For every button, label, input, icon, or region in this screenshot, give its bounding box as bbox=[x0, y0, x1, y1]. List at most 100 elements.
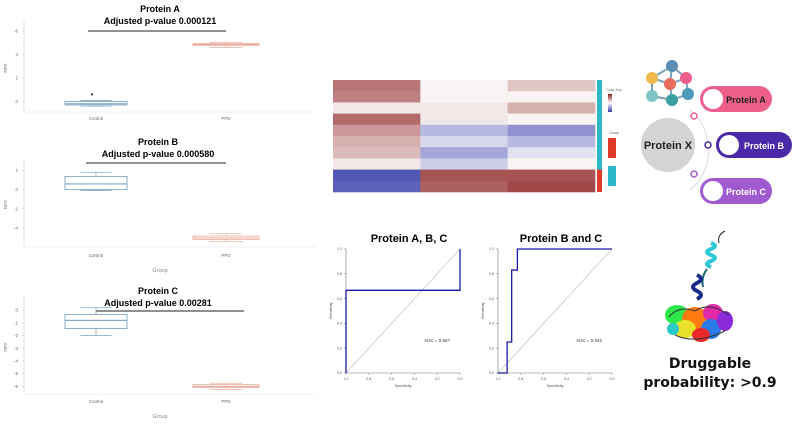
heatmap-cell bbox=[420, 147, 508, 159]
x-tick-label: Control bbox=[89, 253, 104, 258]
y-tick-label: -2 bbox=[14, 333, 18, 338]
x-tick-label: PPD bbox=[221, 399, 231, 404]
roc-y-tick-label: 0.0 bbox=[489, 371, 494, 375]
protein-x-circle bbox=[641, 118, 695, 172]
heatmap-cell bbox=[333, 124, 421, 137]
roc-curve bbox=[498, 248, 612, 374]
boxplot-title: Protein A bbox=[140, 4, 180, 14]
heatmap-cell bbox=[507, 113, 596, 126]
heatmap-group-strip bbox=[597, 80, 602, 192]
roc-x-axis-label: Specificity bbox=[394, 384, 411, 388]
y-axis-label: NPX bbox=[3, 342, 8, 351]
roc-x-tick-label: 0.8 bbox=[366, 377, 371, 381]
druggable-line-1: Druggable bbox=[668, 356, 752, 372]
heatmap-cell bbox=[507, 80, 596, 92]
roc-title: Protein B and C bbox=[520, 233, 603, 245]
heatmap-cell bbox=[507, 169, 596, 182]
y-tick-label: -5 bbox=[14, 371, 18, 376]
y-tick-label: 0 bbox=[15, 99, 18, 104]
x-tick-label: Control bbox=[89, 399, 104, 404]
x-tick-label: PPD bbox=[221, 116, 231, 121]
y-tick-label: 2 bbox=[15, 75, 18, 80]
roc-x-tick-label: 0.4 bbox=[412, 377, 417, 381]
heatmap-group-strip-highlight bbox=[597, 169, 602, 192]
heatmap-cell bbox=[333, 136, 421, 148]
roc-y-tick-label: 1.0 bbox=[337, 247, 342, 251]
y-tick-label: 2 bbox=[15, 168, 18, 173]
roc-y-tick-label: 0.2 bbox=[337, 346, 342, 350]
heatmap-cell bbox=[420, 124, 508, 137]
roc-protein-bc: Protein B and C 0.0 0.2 0.4 0.6 0.8 1.0 1.0 0.8 0… bbox=[481, 233, 615, 388]
x-tick-label: PPD bbox=[221, 253, 231, 258]
protein-x-label: Protein X bbox=[644, 140, 693, 152]
y-tick-label: -6 bbox=[14, 29, 18, 34]
roc-x-tick-label: 0.4 bbox=[564, 377, 569, 381]
roc-x-tick-label: 1.0 bbox=[344, 377, 349, 381]
heatmap-cell bbox=[333, 91, 421, 103]
roc-diagonal bbox=[497, 248, 613, 374]
roc-y-tick-label: 0.6 bbox=[489, 297, 494, 301]
molecule-icon bbox=[646, 60, 694, 106]
pill-protein-b-label: Protein B bbox=[744, 141, 785, 151]
heatmap-cell bbox=[333, 180, 421, 193]
roc-protein-abc: Protein A, B, C 0.0 0.2 0.4 0.6 0.8 1.0 1.0 0.8 0… bbox=[329, 233, 463, 388]
x-axis-label: Group bbox=[152, 414, 167, 420]
heatmap-cell bbox=[420, 180, 508, 193]
pill-protein-c: Protein C bbox=[700, 178, 772, 204]
roc-x-tick-label: 0.6 bbox=[389, 377, 394, 381]
pill-protein-b: Protein B bbox=[716, 132, 792, 158]
heatmap-cell bbox=[420, 169, 508, 182]
roc-x-tick-label: 0.0 bbox=[610, 377, 615, 381]
y-tick-label: -4 bbox=[14, 225, 18, 230]
heatmap-cell bbox=[420, 102, 508, 114]
heatmap-cell bbox=[420, 113, 508, 126]
y-tick-label: -4 bbox=[14, 358, 18, 363]
roc-diagonal bbox=[345, 248, 461, 374]
heatmap-cell bbox=[507, 136, 596, 148]
y-tick-label: 4 bbox=[15, 52, 18, 57]
boxplot-protein-b: Protein B Adjusted p-value 0.000580 NPX 2 0 -… bbox=[3, 137, 316, 274]
y-tick-label: -2 bbox=[14, 206, 18, 211]
heatmap-cell bbox=[507, 147, 596, 159]
roc-y-tick-label: 0.0 bbox=[337, 371, 342, 375]
heatmap-cell bbox=[420, 80, 508, 92]
roc-x-tick-label: 0.2 bbox=[587, 377, 592, 381]
boxplot-subtitle: Adjusted p-value 0.000121 bbox=[104, 16, 217, 26]
pill-protein-a: Protein A bbox=[700, 86, 772, 112]
roc-y-tick-label: 0.8 bbox=[337, 272, 342, 276]
box-control bbox=[64, 314, 128, 329]
heatmap-cell bbox=[333, 102, 421, 114]
group-legend-cyan bbox=[608, 166, 616, 186]
x-tick-label: Control bbox=[89, 116, 104, 121]
y-tick-label: -1 bbox=[14, 320, 18, 325]
pill-protein-a-label: Protein A bbox=[726, 95, 766, 105]
boxplot-title: Protein C bbox=[138, 286, 179, 296]
roc-y-tick-label: 0.4 bbox=[489, 322, 494, 326]
roc-x-tick-label: 0.6 bbox=[541, 377, 546, 381]
roc-y-axis-label: Sensitivity bbox=[329, 302, 333, 319]
roc-x-tick-label: 0.0 bbox=[458, 377, 463, 381]
roc-y-tick-label: 0.4 bbox=[337, 322, 342, 326]
druggable-probability: Druggable probability: >0.9 bbox=[628, 355, 792, 393]
pill-protein-c-label: Protein C bbox=[726, 187, 767, 197]
roc-x-tick-label: 1.0 bbox=[496, 377, 501, 381]
heatmap-cell bbox=[333, 158, 421, 170]
heatmap-cell bbox=[507, 102, 596, 114]
x-axis-label: Group bbox=[152, 268, 167, 274]
roc-x-tick-label: 0.2 bbox=[435, 377, 440, 381]
boxplot-subtitle: Adjusted p-value 0.000580 bbox=[102, 149, 215, 159]
roc-y-tick-label: 0.2 bbox=[489, 346, 494, 350]
protein-network-diagram: Protein X Protein A Protein B Protein C bbox=[641, 60, 792, 204]
heatmap-cell bbox=[420, 91, 508, 103]
boxplot-subtitle: Adjusted p-value 0.00281 bbox=[104, 298, 212, 308]
color-key-gradient bbox=[608, 94, 612, 112]
y-tick-label: -3 bbox=[14, 346, 18, 351]
y-tick-label: 0 bbox=[15, 308, 18, 313]
roc-auc-label: AUC = 0.667 bbox=[424, 338, 450, 343]
group-legend-red bbox=[608, 138, 616, 158]
y-axis-label: NPX bbox=[3, 63, 8, 72]
druggable-line-2: probability: >0.9 bbox=[643, 375, 777, 391]
heatmap-cell bbox=[507, 180, 596, 193]
heatmap-color-key-label: Color Key bbox=[606, 88, 622, 92]
roc-y-tick-label: 1.0 bbox=[489, 247, 494, 251]
